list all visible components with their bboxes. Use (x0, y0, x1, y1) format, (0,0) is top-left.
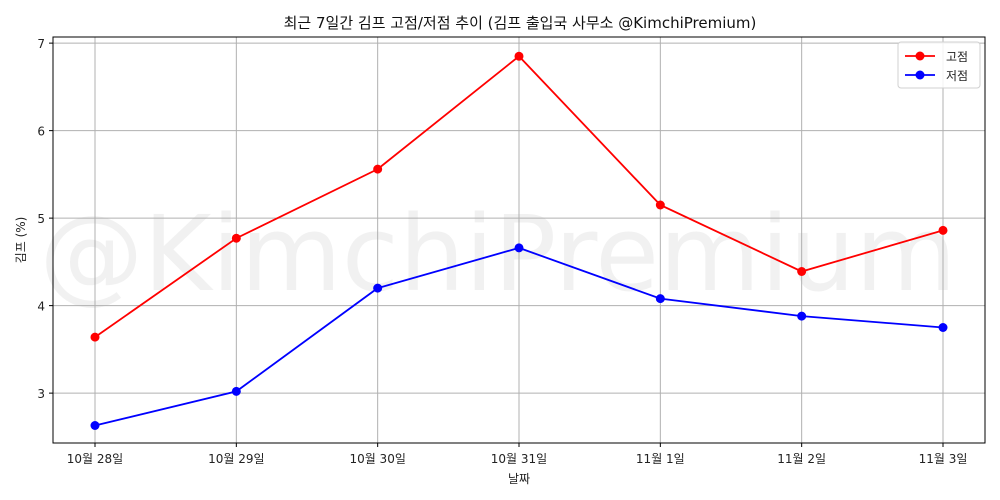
grid (53, 37, 985, 443)
data-point (231, 386, 241, 396)
x-tick-label: 10월 31일 (491, 452, 547, 466)
legend-marker (915, 51, 925, 61)
data-point (90, 421, 100, 430)
y-tick-label: 6 (37, 125, 45, 139)
data-point (514, 51, 524, 61)
data-point (231, 233, 241, 243)
data-point (797, 311, 807, 321)
x-tick-label: 10월 28일 (67, 452, 123, 466)
data-point (938, 225, 948, 235)
y-tick-label: 7 (37, 37, 45, 51)
x-tick-label: 10월 29일 (208, 452, 264, 466)
x-tick-label: 11월 3일 (919, 452, 968, 466)
x-tick-label: 11월 1일 (636, 452, 685, 466)
data-point (938, 323, 948, 332)
chart-title: 최근 7일간 김프 고점/저점 추이 (김프 출입국 사무소 @KimchiPr… (283, 14, 757, 32)
data-point (514, 243, 524, 253)
data-point (655, 200, 665, 210)
y-axis-label: 김프 (%) (14, 217, 28, 264)
y-tick-label: 4 (37, 300, 45, 314)
data-point (373, 283, 383, 293)
y-tick-label: 3 (37, 387, 45, 401)
data-point (655, 294, 665, 304)
y-tick-label: 5 (37, 212, 45, 226)
x-tick-label: 10월 30일 (349, 452, 405, 466)
legend-label: 고점 (946, 50, 968, 64)
data-point (373, 164, 383, 174)
x-axis-label: 날짜 (508, 472, 530, 486)
y-axis: 3 4 5 6 7 (37, 37, 53, 401)
x-axis: 10월 28일 10월 29일 10월 30일 10월 31일 11월 1일 11월 2일… (67, 443, 968, 466)
legend-label: 저점 (946, 69, 968, 83)
data-point (90, 332, 100, 342)
series-lines (90, 51, 948, 430)
x-tick-label: 11월 2일 (777, 452, 826, 466)
legend-marker (915, 70, 925, 80)
data-point (797, 267, 807, 276)
